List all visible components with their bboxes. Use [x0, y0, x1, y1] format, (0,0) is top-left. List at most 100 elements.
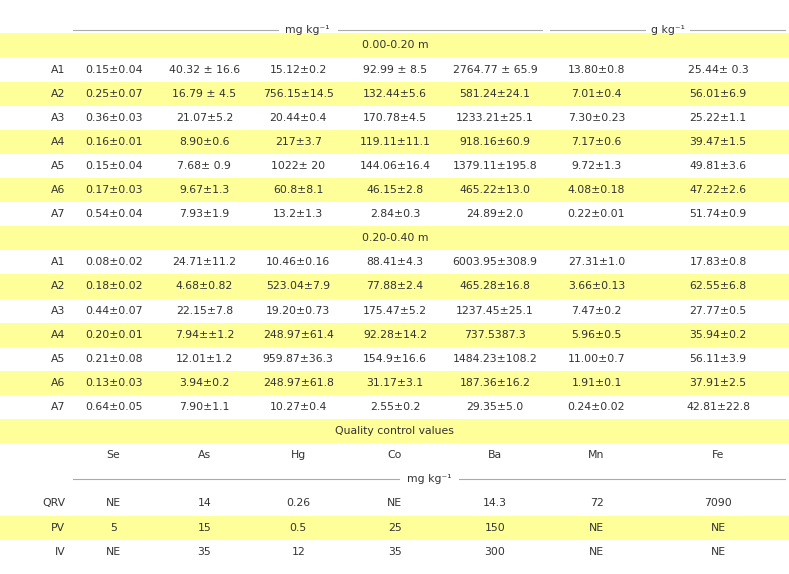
Text: NE: NE [106, 498, 122, 509]
Text: 47.22±2.6: 47.22±2.6 [690, 185, 746, 195]
Text: 22.15±7.8: 22.15±7.8 [176, 305, 233, 316]
Text: 1022± 20: 1022± 20 [271, 161, 325, 171]
Text: 24.89±2.0: 24.89±2.0 [466, 209, 524, 219]
Text: 10.46±0.16: 10.46±0.16 [266, 257, 331, 267]
Text: 9.67±1.3: 9.67±1.3 [179, 185, 230, 195]
Text: 46.15±2.8: 46.15±2.8 [366, 185, 424, 195]
Text: A4: A4 [51, 329, 65, 340]
Text: 119.11±11.1: 119.11±11.1 [360, 137, 430, 147]
Bar [0, 540, 789, 564]
Bar [0, 467, 789, 491]
Text: 0.44±0.07: 0.44±0.07 [85, 305, 142, 316]
Text: 77.88±2.4: 77.88±2.4 [366, 281, 424, 292]
Text: A7: A7 [51, 209, 65, 219]
Text: 3.66±0.13: 3.66±0.13 [568, 281, 625, 292]
Bar [0, 443, 789, 467]
Text: Ba: Ba [488, 450, 502, 460]
Text: NE: NE [589, 522, 604, 533]
Text: 56.11±3.9: 56.11±3.9 [690, 354, 746, 364]
Bar [0, 298, 789, 323]
Text: 7.01±0.4: 7.01±0.4 [571, 88, 622, 99]
Text: A4: A4 [51, 137, 65, 147]
Text: 92.28±14.2: 92.28±14.2 [363, 329, 427, 340]
Text: 72: 72 [589, 498, 604, 509]
Text: 7.17±0.6: 7.17±0.6 [571, 137, 622, 147]
Text: 0.25±0.07: 0.25±0.07 [85, 88, 142, 99]
Text: NE: NE [106, 546, 122, 557]
Text: 465.22±13.0: 465.22±13.0 [460, 185, 530, 195]
Text: 21.07±5.2: 21.07±5.2 [176, 113, 233, 123]
Text: IV: IV [54, 546, 65, 557]
Text: A7: A7 [51, 402, 65, 412]
Text: 20.44±0.4: 20.44±0.4 [270, 113, 327, 123]
Bar [0, 82, 789, 106]
Text: A1: A1 [51, 64, 65, 75]
Text: 25: 25 [388, 522, 402, 533]
Text: A5: A5 [51, 161, 65, 171]
Bar [0, 106, 789, 130]
Text: 0.54±0.04: 0.54±0.04 [85, 209, 142, 219]
Text: PV: PV [51, 522, 65, 533]
Text: Se: Se [107, 450, 121, 460]
Text: 13.80±0.8: 13.80±0.8 [568, 64, 625, 75]
Text: 0.26: 0.26 [286, 498, 310, 509]
Text: 3.94±0.2: 3.94±0.2 [179, 378, 230, 388]
Text: 0.20±0.01: 0.20±0.01 [84, 329, 143, 340]
Bar [0, 130, 789, 154]
Bar [0, 515, 789, 540]
Text: 737.5387.3: 737.5387.3 [464, 329, 526, 340]
Text: Hg: Hg [290, 450, 306, 460]
Bar [0, 323, 789, 347]
Text: 35: 35 [388, 546, 402, 557]
Text: 1.91±0.1: 1.91±0.1 [571, 378, 622, 388]
Bar [0, 371, 789, 395]
Text: 170.78±4.5: 170.78±4.5 [363, 113, 427, 123]
Text: 523.04±7.9: 523.04±7.9 [266, 281, 331, 292]
Text: 92.99 ± 8.5: 92.99 ± 8.5 [363, 64, 427, 75]
Text: 7090: 7090 [704, 498, 732, 509]
Text: 7.94±±1.2: 7.94±±1.2 [174, 329, 234, 340]
Text: A3: A3 [51, 305, 65, 316]
Text: 2.84±0.3: 2.84±0.3 [370, 209, 420, 219]
Text: 37.91±2.5: 37.91±2.5 [690, 378, 746, 388]
Text: 35: 35 [197, 546, 211, 557]
Text: 10.27±0.4: 10.27±0.4 [270, 402, 327, 412]
Text: Mn: Mn [589, 450, 604, 460]
Bar [0, 202, 789, 226]
Text: 35.94±0.2: 35.94±0.2 [690, 329, 746, 340]
Text: NE: NE [589, 546, 604, 557]
Text: 0.5: 0.5 [290, 522, 307, 533]
Text: 27.77±0.5: 27.77±0.5 [690, 305, 746, 316]
Text: 4.08±0.18: 4.08±0.18 [568, 185, 625, 195]
Text: QRV: QRV [43, 498, 65, 509]
Text: A1: A1 [51, 257, 65, 267]
Text: 7.93±1.9: 7.93±1.9 [179, 209, 230, 219]
Text: 918.16±60.9: 918.16±60.9 [460, 137, 530, 147]
Text: 4.68±0.82: 4.68±0.82 [176, 281, 233, 292]
Text: 1484.23±108.2: 1484.23±108.2 [453, 354, 537, 364]
Text: 1379.11±195.8: 1379.11±195.8 [453, 161, 537, 171]
Text: Quality control values: Quality control values [335, 426, 454, 436]
Text: 0.64±0.05: 0.64±0.05 [85, 402, 142, 412]
Text: 581.24±24.1: 581.24±24.1 [460, 88, 530, 99]
Text: 5: 5 [110, 522, 117, 533]
Text: NE: NE [710, 546, 726, 557]
Text: 51.74±0.9: 51.74±0.9 [690, 209, 746, 219]
Text: 25.22±1.1: 25.22±1.1 [690, 113, 746, 123]
Text: 0.20-0.40 m: 0.20-0.40 m [361, 233, 428, 243]
Text: 7.47±0.2: 7.47±0.2 [571, 305, 622, 316]
Text: 0.22±0.01: 0.22±0.01 [568, 209, 625, 219]
Text: 300: 300 [484, 546, 506, 557]
Text: 62.55±6.8: 62.55±6.8 [690, 281, 746, 292]
Text: A2: A2 [51, 281, 65, 292]
Text: 60.8±8.1: 60.8±8.1 [273, 185, 323, 195]
Text: mg kg⁻¹: mg kg⁻¹ [286, 25, 330, 36]
Text: 959.87±36.3: 959.87±36.3 [263, 354, 334, 364]
Text: 6003.95±308.9: 6003.95±308.9 [453, 257, 537, 267]
Text: 12: 12 [291, 546, 305, 557]
Text: 17.83±0.8: 17.83±0.8 [690, 257, 746, 267]
Text: 13.2±1.3: 13.2±1.3 [273, 209, 323, 219]
Text: 0.00-0.20 m: 0.00-0.20 m [361, 40, 428, 51]
Text: 27.31±1.0: 27.31±1.0 [568, 257, 625, 267]
Bar [0, 419, 789, 443]
